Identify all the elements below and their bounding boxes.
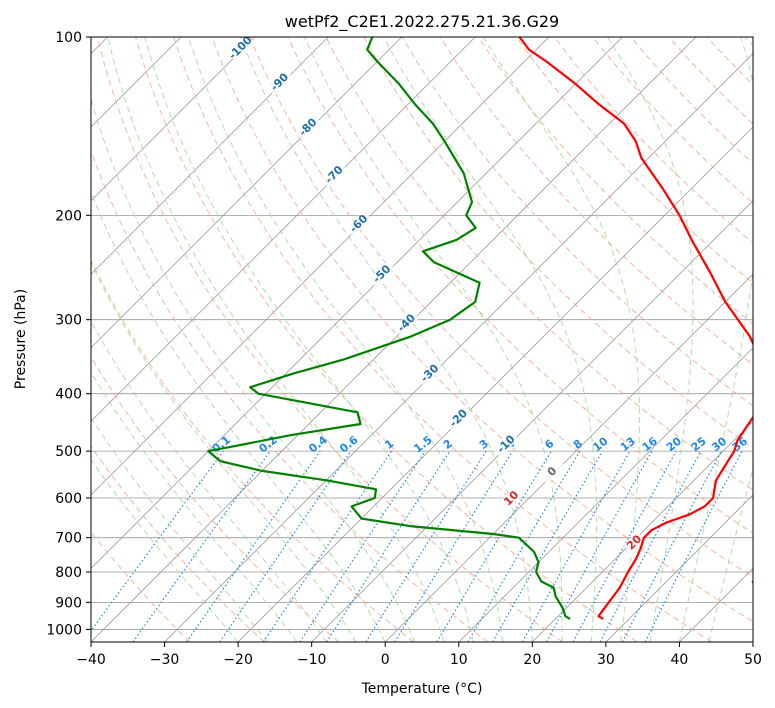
isotherm-line [91, 37, 623, 570]
moist-adiabat [383, 37, 598, 642]
y-tick-label: 200 [55, 208, 82, 224]
mixing-ratio-line [299, 450, 426, 642]
moist-adiabat [91, 320, 327, 642]
isotherm-label-bg [393, 309, 420, 337]
dewpoint-profile [207, 37, 571, 620]
x-axis-label: Temperature (°C) [361, 681, 483, 697]
mixing-ratio-line [546, 450, 653, 642]
chart-title: wetPf2_C2E1.2022.275.21.36.G29 [285, 12, 559, 32]
x-tick-label: 50 [744, 652, 762, 668]
dry-adiabat-label-group: 30 [748, 569, 769, 592]
dry-adiabat [211, 37, 753, 623]
isotherm-line [91, 37, 550, 496]
isotherm-line [605, 494, 753, 642]
isotherm-line [91, 37, 476, 422]
mixing-ratio-line [572, 450, 677, 642]
x-tick-label: −40 [76, 652, 106, 668]
x-tick-label: 30 [597, 652, 615, 668]
moist-adiabat [91, 261, 357, 642]
isotherm-line [237, 126, 753, 642]
dry-adiabat [91, 355, 340, 642]
x-tick-label: −20 [223, 652, 253, 668]
isotherm-line [91, 37, 329, 275]
isotherm-label-bg [539, 458, 566, 485]
dry-adiabat [325, 37, 753, 491]
dry-adiabat [135, 37, 638, 642]
moist-adiabat [678, 37, 753, 642]
mixing-ratio-line [262, 450, 392, 642]
y-tick-label: 600 [55, 491, 82, 507]
dry-adiabat-label-bg [623, 531, 646, 554]
y-tick-label: 300 [55, 313, 82, 329]
x-tick-label: −10 [297, 652, 327, 668]
isotherm-line [91, 37, 255, 202]
dry-adiabat [249, 37, 753, 578]
moist-adiabat [187, 37, 504, 642]
dry-adiabat [515, 37, 753, 284]
moist-adiabat [91, 416, 268, 642]
moist-adiabat [240, 37, 533, 642]
y-tick-label: 800 [55, 565, 82, 581]
moist-adiabat [91, 97, 416, 642]
isotherm-label-group: 0 [539, 458, 566, 485]
dry-adiabat [91, 259, 414, 642]
y-axis-label: Pressure (hPa) [13, 289, 29, 389]
moist-adiabat [482, 37, 640, 642]
dry-adiabat [173, 37, 713, 642]
moist-adiabat [708, 466, 753, 642]
dry-adiabat [96, 37, 563, 642]
y-tick-label: 500 [55, 444, 82, 460]
mixing-ratio-line [326, 450, 451, 642]
x-tick-label: 40 [671, 652, 689, 668]
isotherm-label-bg [320, 161, 348, 188]
mixing-ratio-line [521, 450, 631, 642]
plot-frame [90, 36, 754, 643]
mixing-ratio-line [132, 450, 271, 642]
isotherm-label-bg [445, 405, 472, 432]
y-tick-label: 1000 [46, 622, 82, 638]
x-tick-label: −30 [150, 652, 180, 668]
isotherm-label-bg [227, 37, 254, 61]
x-tick-label: 10 [450, 652, 468, 668]
isotherm-line [164, 52, 753, 642]
moist-adiabat [91, 458, 239, 642]
dry-adiabat-label: 30 [749, 570, 769, 590]
moist-adiabat [91, 371, 298, 642]
y-tick-label: 700 [55, 531, 82, 547]
isotherm-label-bg [345, 210, 372, 237]
isotherm-label-bg [492, 431, 520, 458]
y-tick-label: 400 [55, 387, 82, 403]
x-tick-label: 0 [381, 652, 390, 668]
mixing-ratio-line [219, 450, 352, 642]
dry-adiabat [287, 37, 753, 534]
temperature-profile [518, 37, 753, 620]
moist-adiabat [304, 37, 563, 642]
isotherm-label-bg [368, 260, 395, 288]
x-tick-label: 20 [523, 652, 541, 668]
isotherm-label-bg [416, 360, 443, 387]
dry-adiabat [91, 445, 265, 642]
y-tick-label: 100 [55, 30, 82, 46]
mixing-ratio-line [186, 450, 321, 642]
dry-adiabat-label-bg [500, 487, 523, 510]
mixing-ratio-line [91, 450, 224, 632]
isotherm-label-bg [294, 114, 322, 141]
moist-adiabat [144, 37, 474, 642]
isotherm-line [458, 347, 753, 642]
isotherm-label-bg [266, 69, 293, 96]
mixing-ratio-line [394, 450, 514, 642]
mixing-ratio-line [644, 450, 743, 642]
moist-adiabat [606, 37, 694, 642]
isotherm-line [91, 37, 697, 642]
y-tick-label: 900 [55, 595, 82, 611]
isotherm-line [384, 273, 753, 642]
moist-adiabat [91, 190, 386, 642]
